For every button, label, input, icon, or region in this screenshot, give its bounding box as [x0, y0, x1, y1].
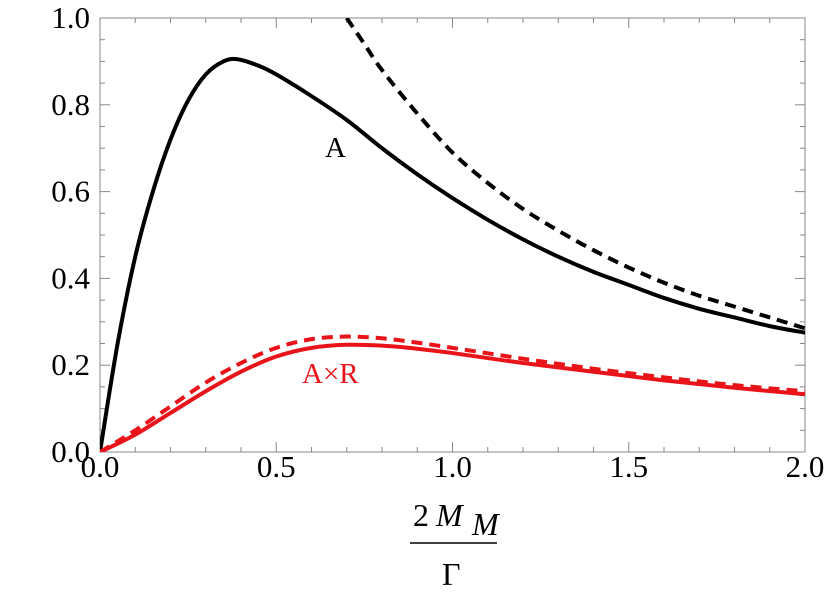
label-AxR: A×R [302, 358, 359, 390]
series-line-1 [345, 18, 805, 331]
x-tick-label: 0.5 [257, 449, 296, 484]
x-axis-label: 2 M M Γ [410, 497, 501, 592]
xlabel-denominator: Γ [442, 556, 461, 592]
y-tick-label: 1.0 [51, 0, 90, 35]
xlabel-numerator-symbol: M [435, 497, 465, 533]
xlabel-numerator-subscript: M [471, 506, 501, 542]
y-tick-label: 0.4 [51, 260, 90, 295]
series-line-2 [100, 342, 805, 452]
x-tick-label: 1.0 [433, 449, 472, 484]
axis-ticks: 0.0 0.5 1.0 1.5 2.0 0.0 0.2 0.4 0.6 0.8 1.0 [51, 0, 824, 484]
y-tick-label: 0.2 [51, 347, 90, 382]
label-A: A [325, 132, 346, 164]
plot-frame [99, 17, 806, 453]
chart-curves [100, 18, 805, 452]
xlabel-numerator-coeff: 2 [413, 497, 429, 533]
y-tick-label: 0.8 [51, 87, 90, 122]
x-tick-label: 2.0 [786, 449, 825, 484]
y-tick-label: 0.0 [51, 434, 90, 469]
series-line-3 [100, 334, 805, 452]
x-tick-label: 0.0 [81, 449, 120, 484]
series-line-0 [100, 56, 805, 452]
y-tick-label: 0.6 [51, 174, 90, 209]
x-tick-label: 1.5 [609, 449, 648, 484]
